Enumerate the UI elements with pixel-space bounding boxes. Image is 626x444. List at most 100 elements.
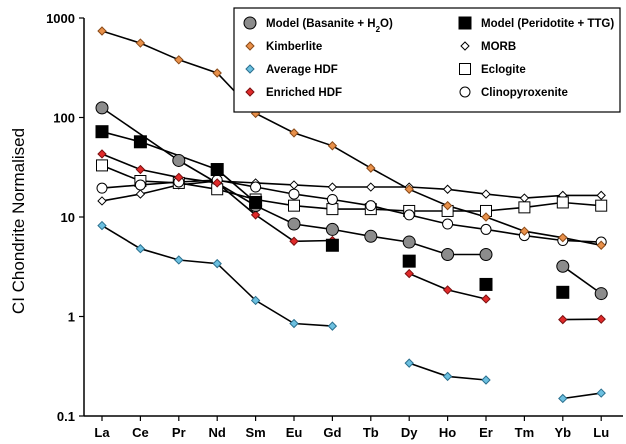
model-basanite-h2o-point	[364, 229, 378, 243]
y-tick-label: 1000	[46, 11, 75, 26]
model-basanite-h2o-point	[556, 259, 570, 273]
clinopyroxenite-point	[480, 223, 492, 235]
clinopyroxenite-point	[326, 193, 338, 205]
y-tick-label: 10	[61, 210, 75, 225]
legend-marker-model-basanite-h2o	[243, 16, 257, 30]
legend-label-model-peridotite-ttg: Model (Peridotite + TTG)	[481, 18, 614, 30]
legend-marker-average-hdf	[245, 64, 255, 74]
model-peridotite-ttg-point	[556, 285, 570, 299]
kimberlite-point	[481, 212, 491, 222]
clinopyroxenite-point	[134, 179, 146, 191]
average-hdf-point	[596, 388, 606, 398]
legend-label-eclogite: Eclogite	[481, 64, 526, 76]
eclogite-line	[101, 164, 602, 212]
morb-point	[135, 189, 146, 199]
model-basanite-h2o-point	[594, 287, 608, 301]
model-basanite-h2o-line	[562, 265, 602, 295]
average-hdf-point	[174, 255, 184, 265]
model-peridotite-ttg-point	[479, 277, 493, 291]
average-hdf-point	[135, 244, 146, 254]
average-hdf-point	[442, 371, 453, 382]
clinopyroxenite-point	[403, 209, 415, 221]
axes	[79, 17, 623, 421]
model-peridotite-ttg-point	[133, 135, 147, 149]
legend-box	[233, 7, 621, 113]
eclogite-point	[556, 196, 569, 209]
model-basanite-h2o-point	[325, 222, 339, 236]
clinopyroxenite-line	[101, 179, 602, 243]
legend-label-average-hdf: Average HDF	[266, 64, 338, 76]
model-basanite-h2o-point	[95, 101, 109, 115]
x-tick-label: Er	[479, 425, 493, 440]
legend-label-enriched-hdf: Enriched HDF	[266, 87, 342, 99]
x-tick-label: Dy	[401, 425, 418, 440]
enriched-hdf-point	[289, 236, 299, 246]
enriched-hdf-point	[250, 210, 261, 220]
legend-label-model-basanite-h2o: Model (Basanite + H2O)	[266, 18, 393, 34]
legend-marker-enriched-hdf	[245, 87, 255, 97]
legend-label-part: 2	[376, 25, 381, 34]
x-tick-label: Lu	[593, 425, 609, 440]
series-markers	[95, 26, 608, 404]
enriched-hdf-point	[212, 178, 222, 188]
morb-point	[519, 193, 530, 203]
enriched-hdf-point	[97, 149, 107, 159]
kimberlite-point	[289, 128, 299, 138]
model-basanite-h2o-point	[172, 153, 186, 167]
average-hdf-point	[481, 375, 491, 385]
kimberlite-point	[212, 68, 222, 78]
morb-point	[481, 189, 491, 199]
model-basanite-h2o-point	[479, 247, 493, 261]
enriched-hdf-point	[442, 285, 453, 295]
morb-point	[366, 182, 376, 192]
legend-label-clinopyroxenite: Clinopyroxenite	[481, 87, 568, 99]
legend-marker-model-peridotite-ttg	[458, 16, 472, 30]
legend-label-morb: MORB	[481, 41, 516, 53]
average-hdf-point	[404, 358, 414, 368]
kimberlite-point	[327, 141, 338, 151]
x-tick-label: Gd	[323, 425, 341, 440]
x-tick-label: Yb	[554, 425, 571, 440]
clinopyroxenite-point	[96, 182, 108, 194]
model-peridotite-ttg-point	[402, 254, 416, 268]
kimberlite-point	[558, 232, 568, 243]
average-hdf-point	[558, 393, 568, 404]
model-basanite-h2o-point	[287, 217, 301, 231]
enriched-hdf-point	[481, 294, 491, 304]
model-peridotite-ttg-point	[95, 125, 109, 139]
kimberlite-point	[519, 226, 530, 236]
legend-marker-morb	[460, 41, 470, 51]
enriched-hdf-point	[135, 164, 146, 175]
clinopyroxenite-point	[250, 181, 262, 193]
kimberlite-point	[174, 55, 184, 65]
enriched-hdf-point	[404, 268, 414, 279]
eclogite-point	[518, 201, 531, 214]
x-tick-label: Tm	[515, 425, 535, 440]
kimberlite-point	[97, 26, 107, 36]
model-basanite-h2o-point	[402, 235, 416, 249]
y-axis-title: CI Chondrite Normalised	[9, 128, 28, 314]
model-peridotite-ttg-point	[249, 195, 263, 209]
x-tick-label: Eu	[286, 425, 303, 440]
clinopyroxenite-point	[365, 200, 377, 212]
x-tick-label: Tb	[363, 425, 379, 440]
x-tick-label: Ce	[132, 425, 149, 440]
kimberlite-point	[135, 38, 146, 48]
morb-point	[442, 184, 453, 194]
x-tick-label: Sm	[245, 425, 265, 440]
y-tick-label: 100	[53, 111, 75, 126]
average-hdf-point	[250, 295, 261, 306]
eclogite-point	[96, 159, 108, 172]
kimberlite-point	[404, 184, 414, 194]
legend-marker-kimberlite	[245, 41, 255, 51]
legend-label-part: O)	[380, 18, 393, 30]
kimberlite-point	[596, 240, 606, 250]
x-tick-label: Ho	[439, 425, 456, 440]
average-hdf-point	[327, 321, 338, 331]
clinopyroxenite-point	[288, 188, 300, 200]
enriched-hdf-point	[174, 172, 184, 183]
eclogite-point	[288, 199, 300, 212]
kimberlite-line	[101, 30, 602, 247]
y-tick-label: 1	[68, 310, 75, 325]
